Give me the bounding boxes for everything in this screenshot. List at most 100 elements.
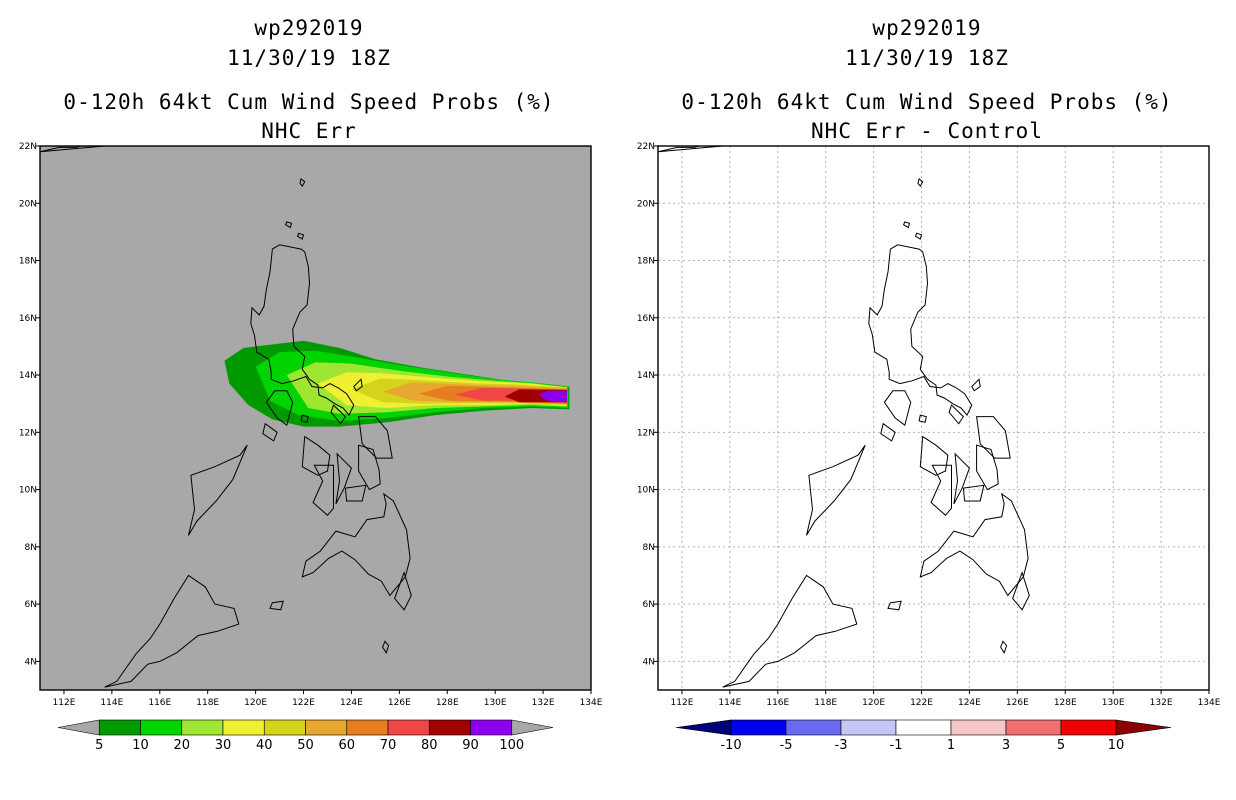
coastline-14 <box>971 378 981 392</box>
colorbar-swatch <box>730 719 787 736</box>
colorbar-swatch <box>346 719 389 736</box>
plot-content <box>658 146 1209 690</box>
y-tick-label: 10N <box>637 486 655 496</box>
coastline-3 <box>358 444 381 491</box>
plot-frame <box>39 145 592 691</box>
coastline-13 <box>296 232 305 240</box>
colorbar-swatch <box>428 719 471 736</box>
chart-subtitle: NHC Err <box>261 119 357 143</box>
colorbar-label: -3 <box>835 738 848 753</box>
x-tick-label: 122E <box>910 698 933 708</box>
coastline-11 <box>917 178 924 187</box>
x-tick-label: 114E <box>100 698 123 708</box>
coastline-5 <box>312 464 334 517</box>
forecast-datetime: 11/30/19 18Z <box>845 46 1009 70</box>
colorbar-arrow-high <box>1115 719 1172 736</box>
coastline-6 <box>335 452 352 505</box>
y-tick-label: 6N <box>643 600 655 610</box>
coastline-18 <box>1012 571 1030 611</box>
coastline-12 <box>284 221 293 229</box>
x-tick-label: 120E <box>862 698 885 708</box>
coastline-0 <box>250 244 355 417</box>
colorbar-swatch <box>222 719 265 736</box>
coastline-8 <box>188 444 248 536</box>
x-tick-label: 128E <box>436 698 459 708</box>
chart-title: 0-120h 64kt Cum Wind Speed Probs (%) <box>63 90 555 114</box>
x-tick-label: 124E <box>340 698 363 708</box>
coastline-17 <box>880 422 896 442</box>
coastline-6 <box>953 452 970 505</box>
coastline-21 <box>658 146 723 153</box>
coastline-15 <box>948 404 965 425</box>
coastline-4 <box>919 435 949 476</box>
y-tick-label: 20N <box>637 199 655 209</box>
colorbar-label: 40 <box>256 738 273 753</box>
colorbar-swatch <box>470 719 513 736</box>
chart-title: 0-120h 64kt Cum Wind Speed Probs (%) <box>681 90 1173 114</box>
x-tick-label: 122E <box>292 698 315 708</box>
x-tick-label: 118E <box>814 698 837 708</box>
colorbar-label: 70 <box>380 738 397 753</box>
y-tick-label: 8N <box>643 543 655 553</box>
y-tick-label: 4N <box>643 657 655 667</box>
colorbar-swatch <box>98 719 141 736</box>
y-tick-label: 16N <box>637 314 655 324</box>
x-tick-label: 126E <box>388 698 411 708</box>
x-tick-label: 134E <box>1198 698 1221 708</box>
colorbar: -10 -5 -3 -1 1 3 5 10 <box>675 719 1172 753</box>
y-tick-label: 14N <box>637 371 655 381</box>
coastline-5 <box>930 464 952 517</box>
colorbar-swatch <box>140 719 183 736</box>
coastline-1 <box>883 390 912 427</box>
y-tick-label: 6N <box>25 600 37 610</box>
x-tick-label: 118E <box>196 698 219 708</box>
colorbar-label: -5 <box>780 738 793 753</box>
coastline-17 <box>262 422 278 442</box>
plot-background <box>658 146 1209 690</box>
swath-90pct <box>538 390 567 403</box>
y-tick-label: 10N <box>19 486 37 496</box>
coastline-7 <box>962 484 985 502</box>
colorbar-label: -1 <box>890 738 903 753</box>
coastline-18 <box>394 571 412 611</box>
colorbar: 5 10 20 30 40 50 60 70 80 90 100 <box>57 719 554 753</box>
coastline-16 <box>918 414 927 423</box>
coastline-1 <box>265 390 294 427</box>
y-tick-label: 22N <box>637 142 655 152</box>
colorbar-swatch <box>387 719 430 736</box>
colorbar-label: 5 <box>1057 738 1065 753</box>
coastline-21 <box>40 146 105 153</box>
colorbar-swatch <box>1005 719 1062 736</box>
x-tick-label: 114E <box>718 698 741 708</box>
colorbar-swatch <box>895 719 952 736</box>
coastline-13 <box>914 232 923 240</box>
colorbar-swatch <box>263 719 306 736</box>
colorbar-swatch <box>840 719 897 736</box>
colorbar-label: 50 <box>297 738 314 753</box>
colorbar-label: 20 <box>173 738 190 753</box>
colorbar-label: 30 <box>215 738 232 753</box>
x-tick-label: 128E <box>1054 698 1077 708</box>
colorbar-label: 5 <box>95 738 103 753</box>
coastline-20 <box>382 640 390 654</box>
coastline-10 <box>104 574 240 688</box>
colorbar-label: -10 <box>720 738 741 753</box>
forecast-datetime: 11/30/19 18Z <box>227 46 391 70</box>
coastline-9 <box>301 492 411 597</box>
coastline-0 <box>868 244 973 417</box>
colorbar-swatch <box>950 719 1007 736</box>
coastline-9 <box>919 492 1029 597</box>
y-tick-label: 16N <box>19 314 37 324</box>
difference-map: 112E 114E 116E 118E 120E 122E 124E 126E 128E 130E… <box>637 142 1221 753</box>
colorbar-label: 10 <box>132 738 149 753</box>
x-tick-label: 126E <box>1006 698 1029 708</box>
probability-map: 112E 114E 116E 118E 120E 122E 124E 126E 128E 130E… <box>19 142 603 753</box>
colorbar-swatch <box>785 719 842 736</box>
x-tick-label: 132E <box>1150 698 1173 708</box>
coastline-8 <box>806 444 866 536</box>
right-panel: wp292019 11/30/19 18Z 0-120h 64kt Cum Wi… <box>618 0 1236 800</box>
y-tick-label: 12N <box>19 428 37 438</box>
x-tick-label: 124E <box>958 698 981 708</box>
colorbar-swatch <box>305 719 348 736</box>
x-tick-label: 134E <box>580 698 603 708</box>
